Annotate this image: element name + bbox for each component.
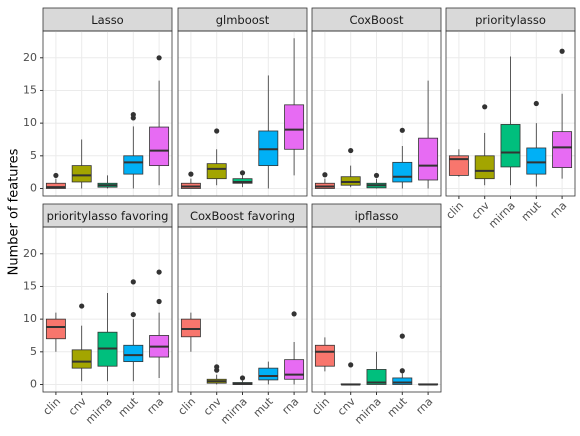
x-tick-label: clin	[40, 395, 63, 418]
box	[284, 104, 305, 150]
outlier	[214, 128, 220, 134]
box	[149, 126, 170, 167]
box	[552, 131, 573, 168]
facet-title: prioritylasso favoring	[47, 209, 169, 223]
box	[45, 318, 66, 340]
panel-border	[177, 30, 308, 197]
outlier	[130, 279, 136, 285]
outlier	[533, 100, 539, 107]
y-axis-label: Number of features	[7, 148, 22, 275]
outlier	[156, 55, 162, 61]
box	[366, 369, 387, 385]
outlier	[156, 269, 162, 275]
outlier	[156, 298, 162, 305]
x-tick-label: rna	[413, 395, 435, 417]
box	[258, 367, 279, 381]
x-tick-label: mirna	[352, 395, 384, 427]
box	[123, 155, 144, 175]
x-tick-label: mut	[116, 395, 141, 420]
facet-title: prioritylasso	[475, 13, 546, 27]
box	[448, 155, 469, 176]
y-tick-label: 0	[30, 181, 37, 194]
box	[314, 344, 335, 367]
panel-border	[42, 30, 173, 197]
outlier	[399, 127, 405, 133]
outlier	[79, 303, 85, 309]
box	[500, 124, 521, 168]
outlier	[239, 375, 246, 381]
y-tick-label: 5	[30, 345, 37, 358]
box	[474, 155, 495, 180]
outlier	[214, 364, 220, 370]
box	[284, 359, 305, 380]
y-tick-label: 0	[30, 377, 37, 390]
box	[392, 377, 413, 385]
box	[418, 137, 439, 181]
x-tick-label: mut	[519, 199, 544, 224]
y-tick-label: 15	[23, 83, 37, 96]
outlier	[53, 172, 59, 179]
box	[45, 182, 66, 189]
outlier	[291, 311, 297, 317]
outlier	[482, 104, 488, 110]
y-tick-label: 15	[23, 279, 37, 292]
outlier	[188, 171, 194, 177]
outlier	[559, 48, 565, 54]
x-tick-label: rna	[547, 199, 569, 221]
box	[526, 147, 547, 175]
outlier	[399, 333, 405, 339]
box	[206, 163, 227, 180]
x-tick-label: clin	[175, 395, 198, 418]
y-tick-label: 10	[23, 116, 37, 129]
outlier	[373, 172, 380, 179]
x-tick-label: mirna	[218, 395, 250, 427]
y-tick-label: 10	[23, 312, 37, 325]
x-tick-label: mut	[251, 395, 276, 420]
panel-border	[311, 30, 442, 197]
outlier	[348, 147, 354, 154]
outlier	[322, 172, 328, 178]
outlier	[130, 112, 136, 118]
x-tick-label: rna	[279, 395, 301, 417]
outlier	[130, 311, 136, 318]
outlier	[348, 362, 354, 368]
x-tick-label: rna	[144, 395, 166, 417]
outlier	[239, 170, 246, 176]
facet-title: glmboost	[216, 13, 270, 27]
facet-title: ipflasso	[355, 209, 399, 223]
x-tick-label: mirna	[486, 199, 518, 231]
y-tick-label: 20	[23, 247, 37, 260]
x-tick-label: mut	[385, 395, 410, 420]
box	[392, 161, 413, 183]
y-tick-label: 20	[23, 51, 37, 64]
outlier	[399, 368, 405, 374]
facet-title: Lasso	[91, 13, 123, 27]
facet-title: CoxBoost	[350, 13, 404, 27]
x-tick-label: clin	[309, 395, 332, 418]
facet-title: CoxBoost favoring	[190, 209, 295, 223]
box	[71, 165, 92, 183]
box	[123, 344, 144, 363]
y-tick-label: 5	[30, 149, 37, 162]
box	[71, 349, 92, 369]
x-tick-label: mirna	[83, 395, 115, 427]
x-tick-label: clin	[443, 199, 466, 222]
